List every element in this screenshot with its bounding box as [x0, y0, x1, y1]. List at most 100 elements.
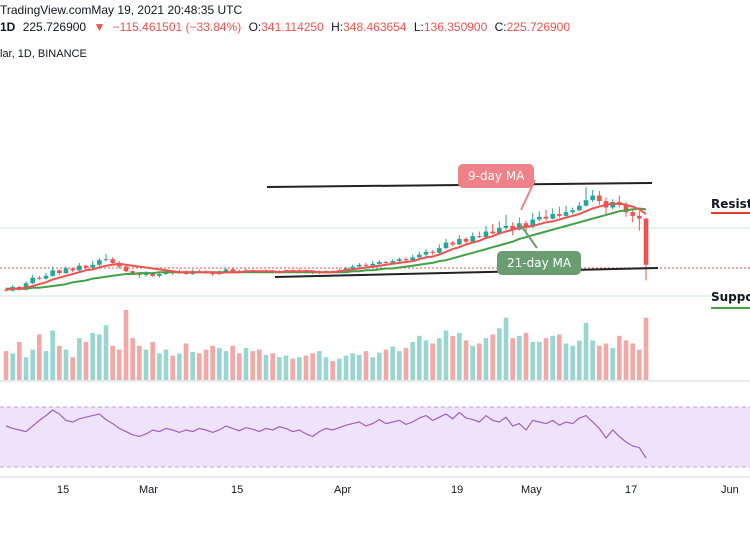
- candle: [410, 254, 415, 262]
- ma9-line: [5, 202, 647, 291]
- low-value: 136.350900: [423, 20, 488, 34]
- volume-bar: [117, 349, 122, 380]
- candle: [490, 224, 495, 235]
- volume-bar: [343, 355, 349, 380]
- volume-bar: [30, 349, 35, 380]
- header-timestamp: May 19, 2021 20:48:35 UTC: [91, 3, 243, 17]
- candle: [617, 195, 622, 208]
- volume-bar: [283, 355, 289, 380]
- volume-bar: [23, 357, 29, 380]
- volume-bar: [410, 341, 415, 380]
- volume-bar: [43, 351, 49, 380]
- volume-bar: [10, 353, 15, 380]
- volume-bar: [170, 355, 175, 380]
- volume-bar: [417, 335, 422, 380]
- volume-bar: [623, 340, 629, 380]
- volume-bar: [97, 334, 102, 380]
- high-label: H:: [331, 20, 344, 34]
- volume-bar: [537, 341, 542, 380]
- volume-bar: [230, 345, 235, 380]
- volume-bar: [403, 348, 409, 380]
- volume-bar: [510, 338, 515, 380]
- candle: [70, 267, 75, 273]
- volume-bar: [277, 357, 282, 380]
- candle: [450, 240, 455, 247]
- high-value: 348.463654: [343, 20, 407, 34]
- support-label: Suppor: [711, 290, 750, 304]
- lower-trendline: [274, 267, 659, 278]
- volume-bar: [217, 348, 222, 380]
- candle: [397, 257, 402, 262]
- volume-bar: [257, 349, 262, 380]
- candle: [363, 262, 369, 267]
- volume-bar: [550, 335, 555, 380]
- candle: [430, 250, 435, 255]
- volume-bar: [297, 357, 302, 380]
- volume-bar: [543, 338, 549, 380]
- volume-bar: [617, 335, 622, 380]
- volume-bar: [110, 345, 115, 380]
- open-label: O:: [248, 20, 262, 34]
- volume-bar: [103, 325, 109, 380]
- x-tick-label: Apr: [334, 484, 352, 496]
- ma9-annotation: 9-day MA: [458, 164, 535, 188]
- volume-bar: [70, 357, 75, 380]
- candle: [643, 217, 649, 281]
- open-value: 341.114250: [261, 20, 324, 34]
- volume-bar: [577, 340, 582, 380]
- volume-bar: [190, 351, 195, 380]
- candle: [357, 262, 362, 268]
- candle: [30, 274, 35, 285]
- candle: [443, 238, 449, 250]
- volume-bar: [63, 349, 69, 380]
- ma21-annotation: 21-day MA: [497, 251, 582, 275]
- volume-bar: [430, 343, 435, 380]
- candle: [63, 266, 69, 274]
- x-tick-label: Mar: [139, 484, 158, 496]
- volume-bar: [503, 317, 509, 380]
- candle: [537, 211, 542, 222]
- candle: [497, 221, 502, 235]
- volume-bar: [237, 353, 242, 380]
- x-tick-label: May: [521, 484, 542, 496]
- volume-bar: [330, 360, 335, 380]
- resistance-label: Resista: [711, 197, 750, 211]
- candle: [563, 205, 569, 217]
- candle: [417, 251, 422, 259]
- candle: [103, 253, 109, 262]
- rsi-line: [5, 409, 647, 459]
- candle: [603, 197, 609, 216]
- ma21-pointer: [519, 223, 538, 249]
- rsi-band: [0, 407, 750, 467]
- x-tick-label: 19: [451, 484, 464, 496]
- volume-bar: [243, 348, 249, 380]
- volume-bar: [643, 317, 649, 380]
- volume-bar: [163, 349, 169, 380]
- candle: [570, 207, 575, 214]
- candle: [50, 266, 55, 277]
- volume-bar: [477, 343, 482, 380]
- candle: [97, 258, 102, 267]
- volume-bar: [603, 343, 609, 380]
- candle: [457, 235, 462, 246]
- volume-bar: [270, 353, 275, 380]
- volume-bar: [610, 348, 615, 380]
- candles: [3, 187, 649, 292]
- candle: [557, 206, 562, 218]
- volume-bar: [137, 345, 142, 380]
- volume-bar: [390, 346, 395, 380]
- volume-bar: [130, 338, 135, 380]
- candle: [583, 187, 589, 207]
- volume-bar: [57, 345, 62, 380]
- volume-bar: [597, 345, 602, 380]
- volume-bar: [197, 353, 202, 380]
- volume-bar: [630, 343, 635, 380]
- candle: [437, 244, 442, 254]
- volume-bar: [450, 335, 455, 380]
- volume-bar: [397, 351, 402, 380]
- candle: [423, 249, 429, 257]
- candle: [477, 231, 482, 238]
- ohlc-line: 1D 225.726900 ▼ −115.461501 (−33.84%) O:…: [0, 20, 574, 34]
- candle: [77, 262, 82, 272]
